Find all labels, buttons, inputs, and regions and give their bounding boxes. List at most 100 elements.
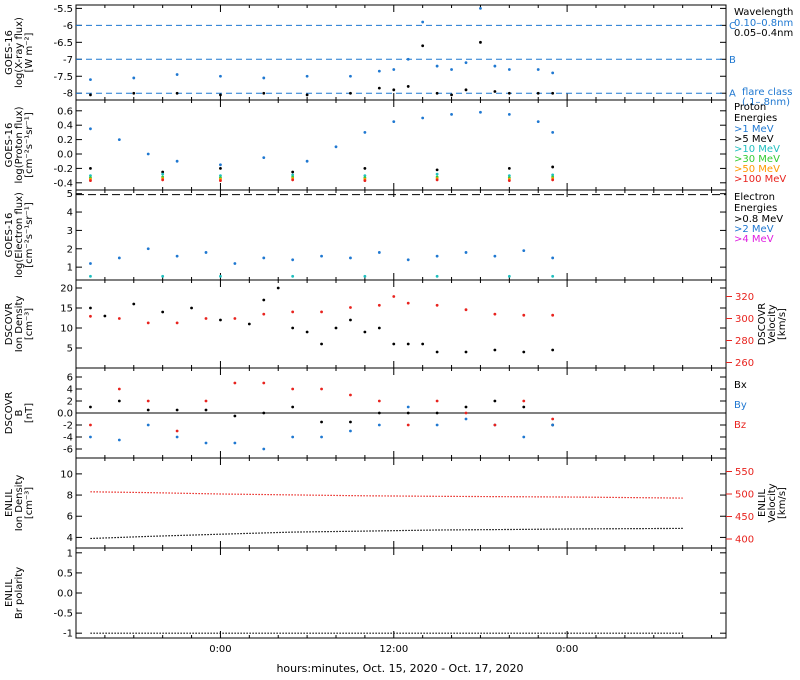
data-point	[349, 420, 352, 424]
data-point	[522, 399, 526, 403]
data-point	[349, 256, 352, 260]
data-point	[435, 350, 439, 354]
data-point	[406, 85, 410, 88]
data-point	[89, 93, 92, 97]
data-point	[89, 306, 92, 310]
y-axis-label: log(Electron flux)	[14, 192, 25, 278]
data-point	[406, 423, 410, 427]
y-tick-label: 0.0	[57, 409, 73, 420]
legend-entry: Bx	[734, 380, 747, 391]
y-axis-label: [cm⁻²s⁻¹sr⁻¹]	[24, 202, 35, 268]
y-tick-label: 10	[60, 469, 73, 480]
data-point	[262, 256, 266, 260]
panel-frame	[75, 99, 727, 191]
data-point	[507, 179, 511, 183]
data-point	[132, 302, 136, 306]
data-point	[522, 313, 526, 317]
y-tick-label: 10	[60, 324, 73, 335]
data-point	[262, 447, 266, 451]
data-point	[464, 350, 468, 354]
y-tick-label: 6	[67, 373, 73, 384]
data-point	[175, 254, 179, 258]
y-tick-label: -0.2	[53, 164, 73, 175]
data-point	[132, 76, 136, 80]
data-point	[175, 91, 179, 95]
data-point	[233, 414, 237, 418]
y-tick-label: -7.5	[53, 72, 73, 83]
data-point	[435, 423, 439, 427]
time-tick-label: 12:00	[379, 644, 408, 655]
data-point	[262, 76, 266, 80]
data-point	[406, 342, 410, 346]
y-axis-label: log(Proton flux)	[14, 106, 25, 183]
data-point	[89, 405, 92, 409]
y-tick-label: 3	[67, 226, 73, 237]
data-point	[450, 113, 453, 116]
data-point	[464, 308, 468, 312]
right-y-axis-label: Velocity	[767, 304, 778, 343]
y-tick-label: -1	[63, 629, 73, 640]
data-point	[551, 313, 555, 317]
data-point	[551, 131, 555, 134]
data-point	[507, 91, 511, 95]
data-point	[435, 64, 439, 68]
data-point	[377, 326, 381, 330]
data-point	[377, 411, 381, 415]
data-point	[450, 93, 453, 97]
data-point	[305, 93, 309, 97]
legend-entry: >30 MeV	[734, 154, 780, 165]
data-point	[146, 152, 150, 156]
data-point	[204, 408, 208, 412]
data-point	[435, 178, 439, 182]
data-point	[349, 74, 352, 78]
data-point	[435, 254, 439, 258]
y-tick-label: -0.5	[53, 609, 73, 620]
data-point	[291, 178, 295, 182]
data-point	[421, 116, 425, 120]
data-point	[493, 90, 497, 93]
data-point	[464, 417, 468, 421]
y-tick-label: -0.4	[53, 178, 73, 189]
panel-frame	[75, 189, 727, 281]
data-point	[219, 179, 222, 183]
data-point	[89, 174, 92, 178]
data-point	[291, 387, 295, 391]
data-point	[175, 73, 179, 76]
data-point	[551, 423, 555, 427]
legend-entry: >10 MeV	[734, 144, 780, 155]
y-tick-label: 2	[67, 397, 73, 408]
right-y-tick-label: 450	[735, 512, 754, 523]
data-point	[262, 411, 266, 415]
data-point	[204, 251, 208, 254]
data-point	[435, 91, 439, 95]
data-point	[392, 120, 396, 123]
panel-frame	[75, 547, 727, 639]
legend-entry: >100 MeV	[734, 174, 786, 185]
data-point	[464, 61, 468, 65]
data-point	[219, 167, 222, 170]
y-tick-label: -6	[63, 445, 73, 456]
y-tick-label: 4	[67, 208, 73, 219]
right-y-axis-label: [km/s]	[777, 487, 788, 519]
data-point	[175, 159, 179, 163]
data-point	[435, 172, 439, 176]
data-point	[363, 174, 367, 178]
data-point	[507, 174, 511, 178]
right-y-tick-label: 300	[735, 314, 754, 325]
right-y-tick-label: 500	[735, 490, 754, 501]
data-point	[204, 317, 208, 320]
data-point	[435, 168, 439, 172]
legend-title: Energies	[734, 113, 777, 124]
data-point	[219, 163, 222, 167]
data-point	[334, 145, 338, 149]
data-point	[363, 131, 367, 134]
data-point	[536, 68, 540, 71]
right-y-tick-label: 260	[735, 358, 754, 369]
data-point	[262, 381, 266, 385]
data-point	[291, 258, 295, 262]
data-point	[493, 312, 497, 316]
data-point	[551, 165, 555, 169]
data-point	[479, 40, 482, 44]
data-point	[291, 173, 295, 177]
data-point	[349, 429, 352, 433]
